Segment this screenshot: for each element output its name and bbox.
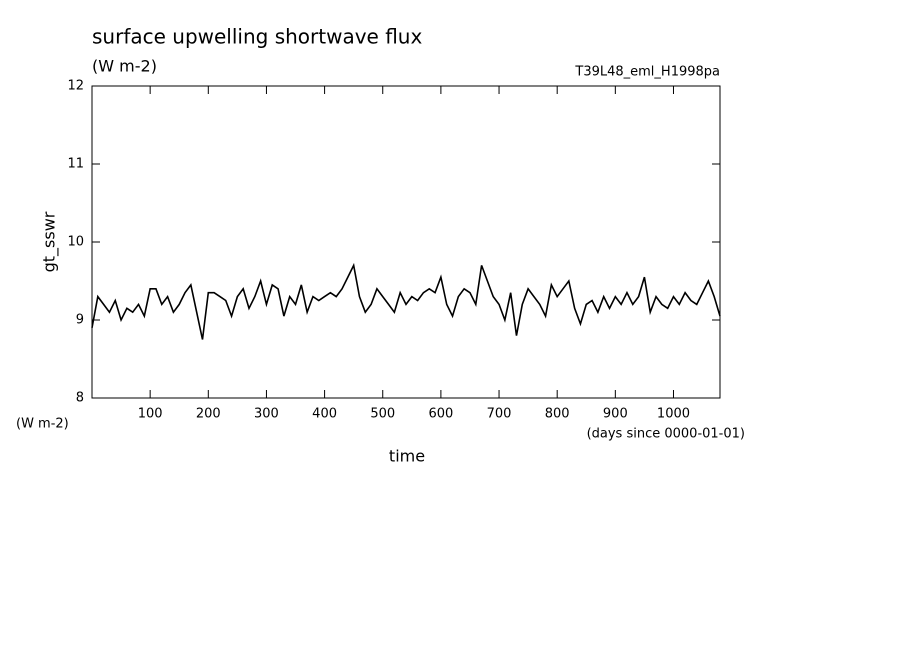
run-label: T39L48_eml_H1998pa bbox=[574, 65, 720, 80]
y-tick-label: 8 bbox=[76, 391, 84, 406]
y-tick-label: 12 bbox=[67, 79, 84, 94]
x-tick-label: 800 bbox=[545, 407, 570, 422]
x-tick-label: 1000 bbox=[657, 407, 690, 422]
x-tick-label: 400 bbox=[312, 407, 337, 422]
x-tick-label: 300 bbox=[254, 407, 279, 422]
x-tick-label: 500 bbox=[370, 407, 395, 422]
y-tick-label: 9 bbox=[76, 313, 84, 328]
x-axis-label: time bbox=[389, 447, 425, 466]
x-tick-label: 900 bbox=[603, 407, 628, 422]
chart-title: surface upwelling shortwave flux bbox=[92, 25, 422, 49]
y-tick-label: 10 bbox=[67, 235, 84, 250]
y-axis-label: gt_sswr bbox=[40, 211, 60, 272]
x-tick-label: 100 bbox=[138, 407, 163, 422]
y-tick-label: 11 bbox=[67, 157, 84, 172]
y-units: (W m-2) bbox=[16, 417, 69, 432]
plot-frame bbox=[91, 85, 721, 399]
x-tick-label: 600 bbox=[428, 407, 453, 422]
x-units: (days since 0000-01-01) bbox=[587, 427, 745, 442]
chart-subtitle: (W m-2) bbox=[92, 57, 157, 76]
x-tick-label: 200 bbox=[196, 407, 221, 422]
data-line bbox=[91, 262, 721, 340]
x-tick-label: 700 bbox=[487, 407, 512, 422]
